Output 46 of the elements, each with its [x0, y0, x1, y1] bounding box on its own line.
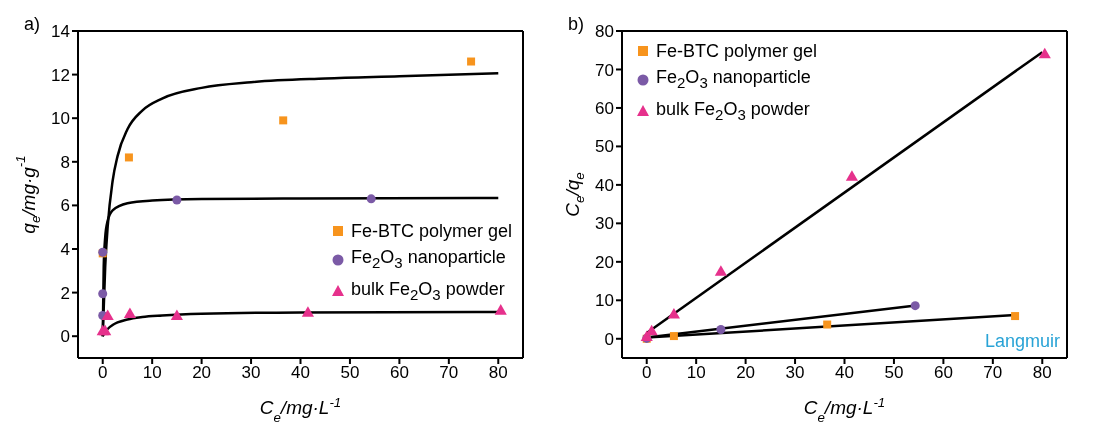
annotation: Langmuir — [984, 331, 1060, 352]
x-axis-title: C$_{e}$/mg·L$^{-1}$ — [259, 394, 342, 425]
x-tick-label: 50 — [884, 363, 904, 383]
y-tick-label: 50 — [595, 137, 614, 157]
y-tick-label: 10 — [595, 291, 614, 311]
text: a) — [24, 14, 41, 35]
x-tick-label: 0 — [641, 363, 652, 383]
x-tick-label: 70 — [439, 363, 459, 383]
legend-label: bulk Fe$_{2}$O$_{3}$ powder — [350, 277, 505, 305]
y-tick-label: 6 — [60, 196, 70, 216]
x-tick-label: 20 — [736, 363, 756, 383]
y-tick-label: 8 — [60, 152, 70, 172]
x-tick-label: 20 — [192, 363, 212, 383]
y-tick-label: 0 — [604, 329, 614, 349]
text: b) — [568, 14, 585, 35]
y-tick-label: 2 — [60, 283, 70, 303]
y-tick-label: 20 — [595, 252, 614, 272]
x-tick-label: 70 — [983, 363, 1003, 383]
y-tick-label: 4 — [60, 240, 70, 260]
legend-label: bulk Fe$_{2}$O$_{3}$ powder — [656, 97, 810, 125]
x-tick-label: 30 — [785, 363, 805, 383]
y-tick-label: 60 — [595, 98, 614, 118]
x-tick-label: 40 — [835, 363, 854, 383]
x-tick-label: 10 — [142, 363, 162, 383]
x-tick-label: 0 — [97, 363, 108, 383]
legend-label: Fe-BTC polymer gel — [656, 40, 818, 63]
legend-label: Fe$_{2}$O$_{3}$ nanoparticle — [350, 246, 506, 273]
x-axis-title: C$_{e}$/mg·L$^{-1}$ — [803, 394, 886, 425]
y-tick-label: 30 — [595, 214, 614, 234]
y-tick-label: 70 — [595, 60, 614, 80]
y-tick-label: 0 — [60, 327, 70, 347]
x-tick-label: 30 — [241, 363, 261, 383]
y-tick-label: 14 — [51, 22, 70, 42]
x-tick-label: 80 — [1032, 363, 1052, 383]
x-tick-label: 10 — [686, 363, 706, 383]
legend-label: Fe$_{2}$O$_{3}$ nanoparticle — [656, 66, 811, 93]
x-tick-label: 40 — [291, 363, 310, 383]
y-tick-label: 80 — [595, 22, 614, 42]
y-tick-label: 12 — [51, 65, 70, 85]
y-tick-label: 40 — [595, 175, 614, 195]
x-tick-label: 50 — [340, 363, 360, 383]
x-tick-label: 80 — [488, 363, 508, 383]
x-tick-label: 60 — [389, 363, 409, 383]
y-tick-label: 10 — [51, 109, 70, 129]
x-tick-label: 60 — [933, 363, 953, 383]
legend-label: Fe-BTC polymer gel — [350, 220, 512, 243]
